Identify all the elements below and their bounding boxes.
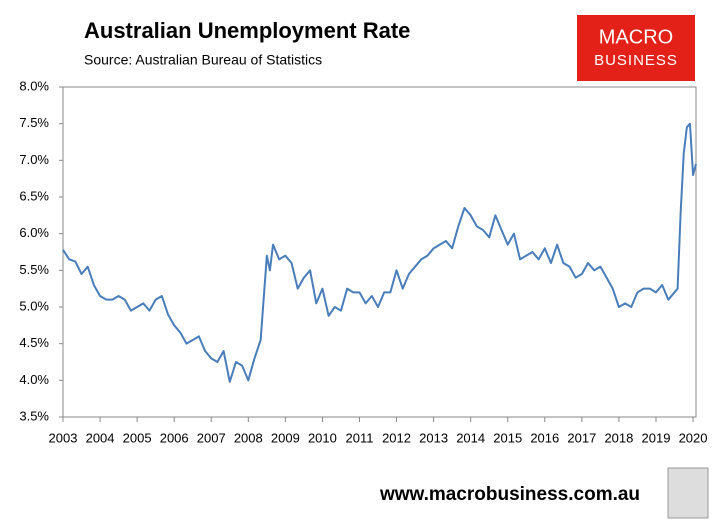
x-tick-label: 2012 bbox=[382, 430, 411, 445]
x-tick-label: 2010 bbox=[308, 430, 337, 445]
x-tick-label: 2013 bbox=[419, 430, 448, 445]
y-tick-label: 5.5% bbox=[19, 262, 49, 277]
logo-box bbox=[577, 15, 695, 81]
data-line bbox=[62, 122, 697, 383]
y-tick-label: 3.5% bbox=[19, 408, 49, 423]
chart-title: Australian Unemployment Rate bbox=[84, 18, 410, 43]
chart-subtitle: Source: Australian Bureau of Statistics bbox=[84, 52, 322, 68]
x-tick-label: 2011 bbox=[346, 430, 374, 445]
x-tick-label: 2006 bbox=[160, 430, 189, 445]
x-tick-label: 2019 bbox=[642, 430, 671, 445]
website: www.macrobusiness.com.au bbox=[379, 484, 640, 505]
y-tick-label: 7.5% bbox=[19, 115, 49, 130]
y-tick-label: 7.0% bbox=[19, 152, 49, 167]
x-tick-label: 2005 bbox=[123, 430, 152, 445]
plot-frame bbox=[62, 86, 697, 418]
wolf-icon bbox=[667, 467, 709, 519]
x-tick-label: 2015 bbox=[493, 430, 522, 445]
y-tick-label: 4.0% bbox=[19, 372, 49, 387]
y-tick-label: 6.5% bbox=[19, 188, 49, 203]
logo-text: MACRO bbox=[599, 26, 673, 48]
x-tick-label: 2008 bbox=[234, 430, 263, 445]
x-tick-label: 2004 bbox=[86, 430, 115, 445]
y-tick-label: 6.0% bbox=[19, 225, 49, 240]
logo-text: BUSINESS bbox=[594, 52, 678, 69]
x-tick-label: 2009 bbox=[271, 430, 300, 445]
x-tick-label: 2014 bbox=[456, 430, 485, 445]
x-tick-label: 2016 bbox=[530, 430, 559, 445]
x-tick-label: 2018 bbox=[604, 430, 633, 445]
y-tick-label: 8.0% bbox=[19, 78, 49, 93]
y-tick-label: 4.5% bbox=[19, 335, 49, 350]
y-tick-label: 5.0% bbox=[19, 298, 49, 313]
x-tick-label: 2007 bbox=[197, 430, 226, 445]
x-tick-label: 2017 bbox=[567, 430, 596, 445]
x-tick-label: 2020 bbox=[679, 430, 708, 445]
x-tick-label: 2003 bbox=[49, 430, 78, 445]
